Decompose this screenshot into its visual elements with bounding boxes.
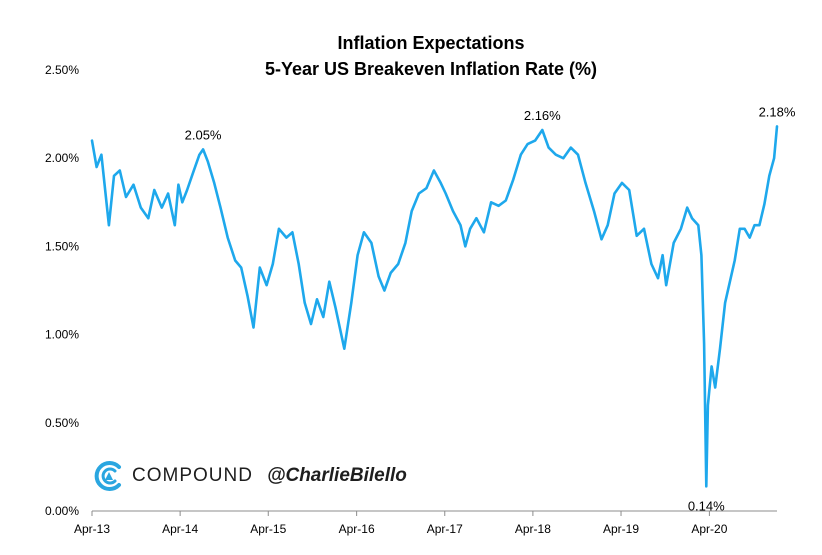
compound-logo-icon — [94, 461, 121, 491]
x-tick-label: Apr-14 — [162, 522, 198, 536]
x-tick-label: Apr-18 — [515, 522, 551, 536]
data-label: 2.18% — [759, 104, 796, 119]
x-tick-label: Apr-16 — [339, 522, 375, 536]
x-tick-label: Apr-20 — [691, 522, 727, 536]
y-tick-label: 2.00% — [45, 151, 79, 165]
series-layer — [90, 125, 779, 488]
y-tick-label: 1.00% — [45, 328, 79, 342]
x-tick-label: Apr-13 — [74, 522, 110, 536]
chart-title: Inflation Expectations — [337, 33, 525, 53]
branding: COMPOUND @CharlieBilello — [92, 458, 407, 494]
company-name: COMPOUND — [132, 465, 253, 486]
data-label: 2.16% — [524, 108, 561, 123]
x-tick-label: Apr-19 — [603, 522, 639, 536]
x-axis: Apr-13 Apr-14 Apr-15 Apr-16 Apr-17 Apr-18 Apr-… — [74, 510, 777, 536]
y-tick-label: 1.50% — [45, 239, 79, 253]
y-tick-label: 0.00% — [45, 504, 79, 518]
y-tick-label: 0.50% — [45, 416, 79, 430]
chart-subtitle: 5-Year US Breakeven Inflation Rate (%) — [264, 59, 598, 79]
y-axis-ticks: 0.00% 0.50% 1.00% 1.50% 2.00% 2.50% — [45, 63, 79, 518]
twitter-handle: @CharlieBilello — [266, 465, 407, 486]
x-tick-label: Apr-17 — [427, 522, 463, 536]
data-label: 0.14% — [688, 498, 725, 513]
data-label: 2.05% — [185, 127, 222, 142]
y-tick-label: 2.50% — [45, 63, 79, 77]
annotation-layer: 2.05% 2.16% 0.14% 2.18% — [185, 104, 796, 513]
x-tick-label: Apr-15 — [250, 522, 286, 536]
series-line-0 — [90, 125, 779, 488]
